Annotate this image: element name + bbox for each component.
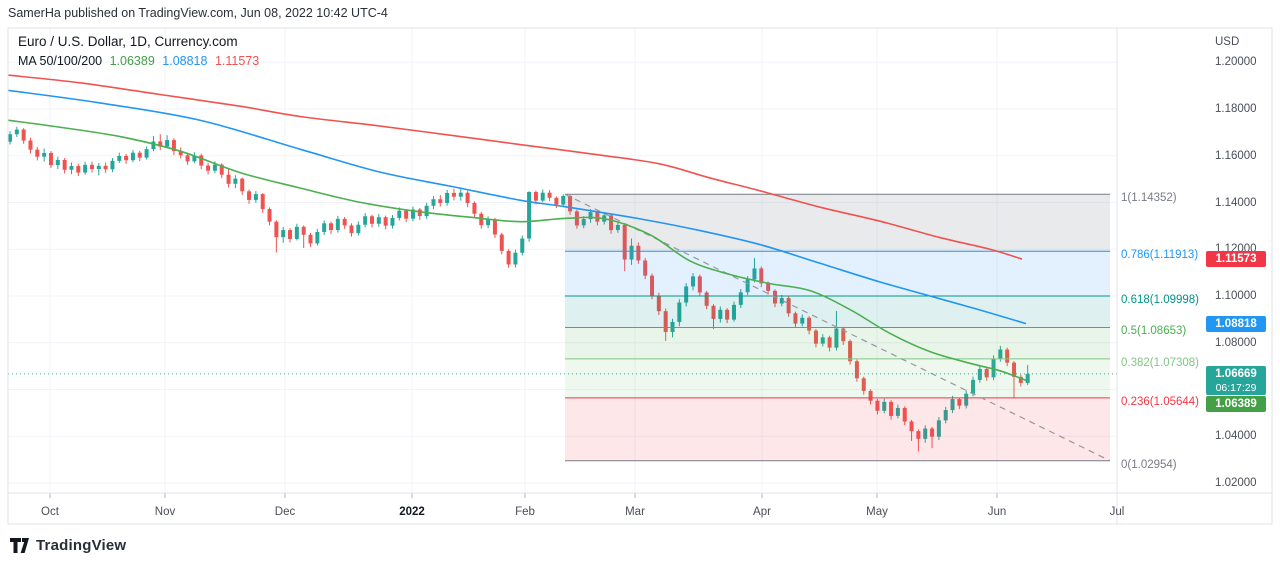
fib-level-label: 0.786(1.11913) (1121, 249, 1199, 262)
time-tick-label: May (866, 506, 888, 518)
ma50-value: 1.06389 (109, 54, 155, 68)
ma-line (7, 89, 1027, 325)
tradingview-logo-icon (10, 538, 29, 553)
price-tick-label: 1.02000 (1215, 477, 1257, 489)
ma100-price-badge: 1.08818 (1206, 315, 1266, 332)
tradingview-brand-text: TradingView (36, 537, 127, 554)
price-tick-label: 1.08000 (1215, 336, 1257, 349)
fib-level-label: 0.382(1.07308) (1121, 356, 1200, 369)
ma-legend-label: MA 50/100/200 (18, 54, 103, 68)
bar-countdown: 06:17:29 (1215, 381, 1257, 394)
tradingview-watermark[interactable]: TradingView (10, 537, 126, 554)
price-tick-label: 1.20000 (1215, 56, 1257, 69)
ma100-value: 1.08818 (162, 54, 208, 68)
price-tick-label: 1.14000 (1215, 196, 1257, 209)
price-tick-label: 1.18000 (1215, 103, 1257, 115)
symbol-title[interactable]: Euro / U.S. Dollar, 1D, Currency.com (18, 34, 238, 49)
fib-level-label: 1(1.14352) (1121, 192, 1177, 205)
time-tick-label: Jul (1109, 506, 1125, 518)
fib-level-label: 0.618(1.09998) (1121, 294, 1200, 307)
time-tick-label: Feb (515, 506, 535, 518)
price-tick-label: 1.10000 (1215, 290, 1257, 302)
last-price-value: 1.06669 (1215, 367, 1257, 380)
ma200-value: 1.11573 (214, 54, 260, 68)
price-tick-label: 1.04000 (1215, 430, 1257, 443)
fib-level-label: 0.5(1.08653) (1121, 325, 1187, 338)
time-tick-label: Mar (625, 506, 645, 518)
ma-line (7, 74, 1023, 260)
last-price-badge: 1.06669 06:17:29 (1206, 365, 1266, 395)
time-tick-label: Apr (753, 506, 771, 518)
chart-legend: Euro / U.S. Dollar, 1D, Currency.com MA … (18, 34, 263, 69)
time-tick-label: Oct (41, 506, 59, 518)
attribution-text: SamerHa published on TradingView.com, Ju… (8, 6, 388, 20)
price-scale-currency-label: USD (1215, 36, 1240, 48)
time-tick-label: Dec (274, 506, 296, 518)
fib-level-label: 0.236(1.05644) (1121, 395, 1200, 408)
price-tick-label: 1.16000 (1215, 149, 1257, 162)
time-tick-label: 2022 (399, 506, 425, 518)
ma-line (7, 119, 1027, 382)
fib-level-label: 0(1.02954) (1121, 458, 1177, 471)
ma50-price-badge: 1.06389 (1206, 395, 1266, 412)
time-tick-label: Nov (154, 506, 176, 518)
time-tick-label: Jun (987, 506, 1007, 518)
ma-indicator-legend[interactable]: MA 50/100/200 1.06389 1.08818 1.11573 (18, 53, 263, 69)
ma200-price-badge: 1.11573 (1206, 251, 1266, 268)
